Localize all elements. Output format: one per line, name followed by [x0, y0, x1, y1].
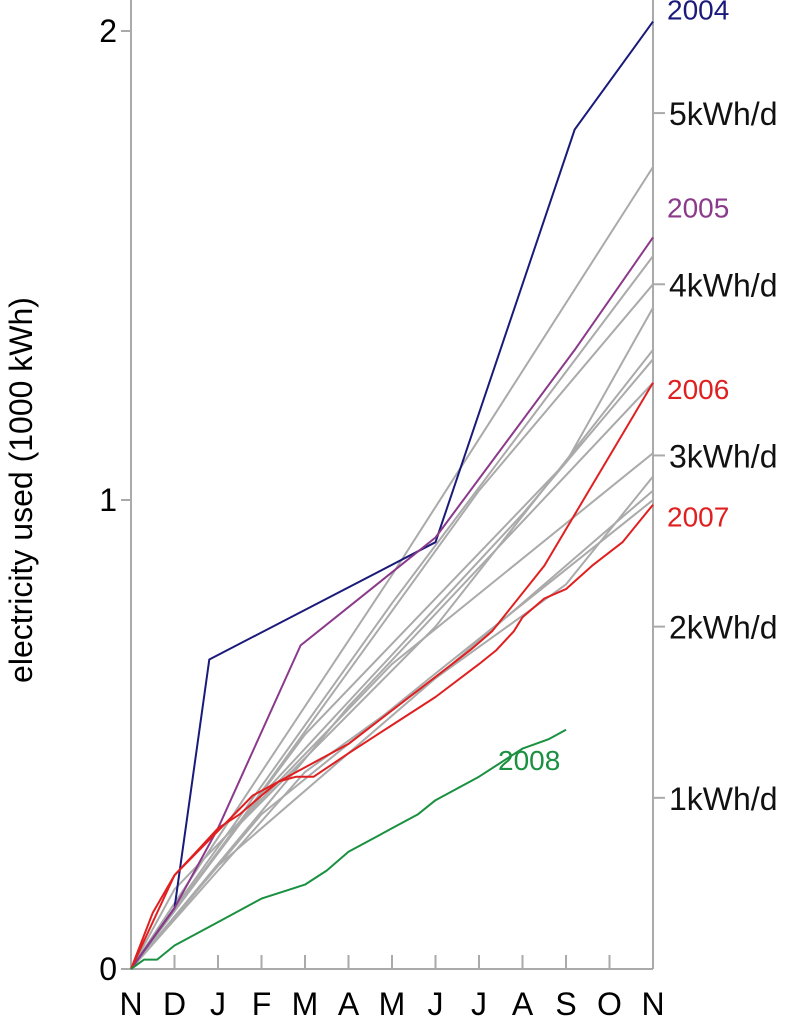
- y-tick-label: 0: [99, 951, 117, 987]
- axes: [130, 0, 654, 970]
- x-tick-label: M: [292, 986, 319, 1022]
- x-tick-label: O: [597, 986, 622, 1022]
- background-year-line: [130, 358, 654, 970]
- x-tick-label: J: [471, 986, 487, 1022]
- rate-label: 1kWh/d: [669, 781, 777, 817]
- background-year-line: [130, 499, 654, 970]
- series-label-2007: 2007: [667, 502, 729, 533]
- background-year-lines: [130, 166, 654, 970]
- x-tick-label: J: [428, 986, 444, 1022]
- series-label-2008: 2008: [498, 745, 560, 776]
- rate-label: 4kWh/d: [669, 267, 777, 303]
- x-tick-label: N: [119, 986, 142, 1022]
- y-tick-label: 2: [99, 13, 117, 49]
- background-year-line: [130, 307, 654, 970]
- x-tick-label: N: [641, 986, 664, 1022]
- highlighted-year-lines: 2004 2005 2006 2007 2008: [130, 0, 729, 970]
- series-label-2004: 2004: [667, 0, 729, 26]
- y-tick-label: 1: [99, 482, 117, 518]
- x-tick-label: A: [338, 986, 360, 1022]
- background-year-line: [130, 452, 654, 970]
- series-line-2008: [130, 728, 567, 970]
- series-line-2005: [130, 236, 654, 970]
- labels: electricity used (1000 kWh): [3, 297, 39, 683]
- series-label-2006: 2006: [667, 374, 729, 405]
- x-tick-label: J: [210, 986, 226, 1022]
- x-tick-label: M: [379, 986, 406, 1022]
- background-year-line: [130, 475, 654, 970]
- rate-label: 5kWh/d: [669, 96, 777, 132]
- series-line-2004: [130, 21, 654, 970]
- background-year-line: [130, 255, 654, 970]
- x-tick-label: F: [252, 986, 272, 1022]
- series-line-2007: [130, 504, 654, 970]
- x-tick-label: S: [555, 986, 576, 1022]
- series-label-2005: 2005: [667, 192, 729, 223]
- y-axis-title: electricity used (1000 kWh): [3, 297, 39, 683]
- background-year-line: [130, 166, 654, 970]
- x-tick-label: A: [512, 986, 534, 1022]
- rate-label: 2kWh/d: [669, 610, 777, 646]
- rate-label: 3kWh/d: [669, 438, 777, 474]
- x-tick-label: D: [163, 986, 186, 1022]
